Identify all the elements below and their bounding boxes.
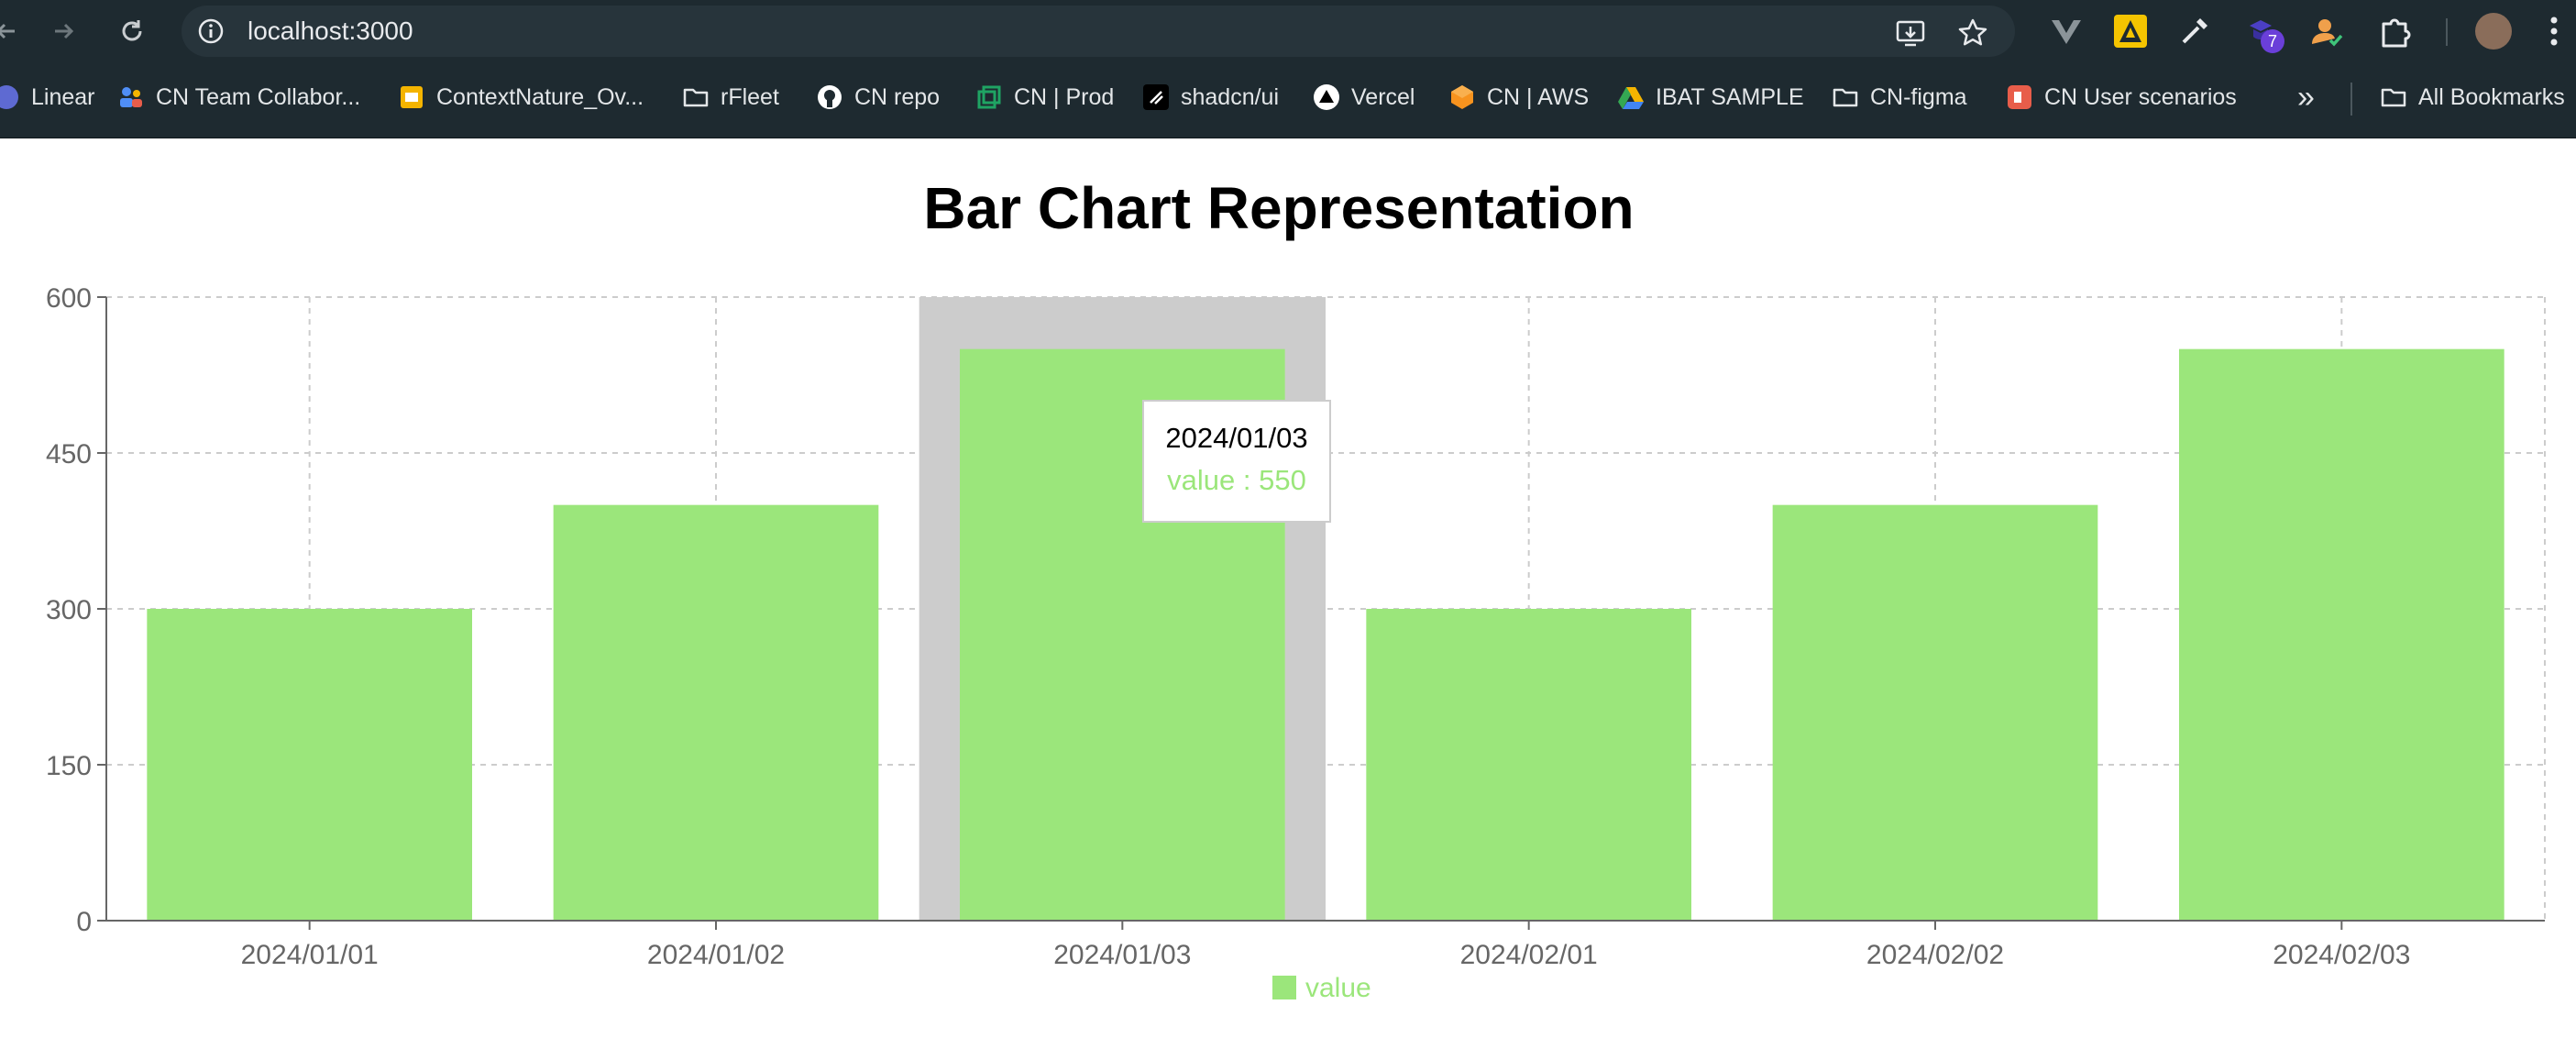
- people-icon: [120, 87, 142, 107]
- bookmark-cn-repo[interactable]: CN repo: [816, 79, 940, 116]
- extension-badge-icon[interactable]: 7: [2242, 13, 2284, 53]
- x-tick-label: 2024/01/03: [1053, 940, 1191, 970]
- extensions-puzzle-icon[interactable]: [2376, 13, 2413, 50]
- bar-2024-01-02: [553, 504, 879, 921]
- url-text: localhost:3000: [248, 17, 413, 45]
- legend-label: value: [1305, 973, 1371, 1003]
- bookmark-cn-prod[interactable]: CN | Prod: [975, 79, 1114, 116]
- bookmarks-divider: [2350, 83, 2352, 116]
- bookmark-label: CN User scenarios: [2044, 83, 2237, 110]
- y-tick-label: 150: [46, 751, 92, 781]
- bookmark-label: CN-figma: [1870, 83, 1967, 110]
- drive-icon: [1618, 87, 1644, 109]
- y-tick-label: 600: [46, 283, 92, 314]
- tooltip-label: 2024/01/03: [1165, 422, 1308, 454]
- bookmarks-bar: Linear CN Team Collabor... ContextNature…: [0, 62, 2576, 138]
- vercel-icon: [1314, 84, 1339, 110]
- bookmark-contextnature[interactable]: ContextNature_Ov...: [398, 79, 644, 116]
- tooltip-value: value : 550: [1167, 464, 1306, 496]
- site-info-icon[interactable]: [196, 17, 226, 46]
- bookmark-label: shadcn/ui: [1181, 83, 1280, 110]
- x-tick-label: 2024/02/02: [1866, 940, 2004, 970]
- bookmark-vercel[interactable]: Vercel: [1313, 79, 1415, 116]
- bookmark-label: ContextNature_Ov...: [436, 83, 644, 110]
- address-bar[interactable]: localhost:3000: [182, 6, 2015, 57]
- x-tick-label: 2024/01/01: [241, 940, 379, 970]
- x-tick-label: 2024/01/02: [647, 940, 785, 970]
- bookmark-star-icon[interactable]: [1956, 17, 1989, 50]
- all-bookmarks[interactable]: All Bookmarks: [2380, 79, 2565, 116]
- bar-chart: 0 150 300 450 600 2024/01/01 2024/01/02 2024/01…: [46, 283, 2546, 1003]
- extension-warning-icon[interactable]: [2112, 13, 2149, 50]
- vue-devtools-icon[interactable]: [2048, 13, 2085, 50]
- chart-title: Bar Chart Representation: [923, 175, 1635, 241]
- install-app-icon[interactable]: [1894, 17, 1927, 50]
- toolbar-divider: [2446, 18, 2448, 46]
- bookmark-label: IBAT SAMPLE: [1656, 83, 1804, 110]
- bookmark-label: CN | Prod: [1014, 83, 1115, 110]
- folder-icon: [1833, 88, 1858, 107]
- app-icon: [2008, 85, 2031, 109]
- x-tick-label: 2024/02/03: [2273, 940, 2410, 970]
- copy-icon: [977, 85, 1001, 109]
- bookmark-label: Vercel: [1351, 83, 1415, 110]
- eyedropper-icon[interactable]: [2176, 13, 2213, 50]
- bookmarks-overflow-button[interactable]: »: [2297, 79, 2315, 115]
- bookmark-cn-aws[interactable]: CN | AWS: [1448, 79, 1589, 116]
- bookmark-label: CN repo: [854, 83, 941, 110]
- back-icon[interactable]: [0, 13, 24, 50]
- slides-icon: [401, 86, 423, 108]
- chart-tooltip: 2024/01/03 value : 550: [1142, 400, 1331, 523]
- y-tick-label: 300: [46, 595, 92, 625]
- bookmark-label: CN | AWS: [1487, 83, 1590, 110]
- bar-2024-02-03: [2179, 348, 2504, 921]
- linear-icon: [0, 85, 18, 109]
- folder-icon: [2381, 88, 2406, 107]
- bookmark-label: CN Team Collabor...: [156, 83, 361, 110]
- bookmark-cn-user-scenarios[interactable]: CN User scenarios: [2006, 79, 2237, 116]
- bookmark-rfleet[interactable]: rFleet: [682, 79, 779, 116]
- shadcn-icon: [1143, 84, 1169, 110]
- folder-icon: [683, 88, 709, 107]
- user-check-icon[interactable]: [2308, 13, 2345, 50]
- github-icon: [818, 85, 842, 109]
- bookmark-label: Linear: [31, 83, 95, 110]
- extension-count-badge: 7: [2261, 29, 2284, 53]
- kebab-menu-icon[interactable]: [2548, 15, 2559, 48]
- bookmark-ibat-sample[interactable]: IBAT SAMPLE: [1617, 79, 1804, 116]
- y-tick-label: 0: [76, 907, 92, 937]
- profile-avatar[interactable]: [2475, 13, 2512, 50]
- bookmark-shadcn[interactable]: shadcn/ui: [1142, 79, 1279, 116]
- bookmark-cn-team[interactable]: CN Team Collabor...: [117, 79, 360, 116]
- bookmark-label: rFleet: [721, 83, 779, 110]
- bar-2024-01-01: [147, 609, 473, 921]
- y-tick-label: 450: [46, 439, 92, 469]
- legend-swatch: [1272, 976, 1296, 999]
- reload-icon[interactable]: [114, 13, 150, 50]
- aws-icon: [1451, 85, 1473, 109]
- forward-icon[interactable]: [46, 13, 83, 50]
- bar-2024-02-02: [1772, 504, 2098, 921]
- bookmark-linear[interactable]: Linear: [0, 79, 95, 116]
- browser-toolbar: localhost:3000 7: [0, 0, 2576, 62]
- x-tick-label: 2024/02/01: [1460, 940, 1598, 970]
- bookmark-label: All Bookmarks: [2418, 83, 2565, 110]
- bar-2024-02-01: [1366, 609, 1691, 921]
- bookmark-cn-figma[interactable]: CN-figma: [1832, 79, 1967, 116]
